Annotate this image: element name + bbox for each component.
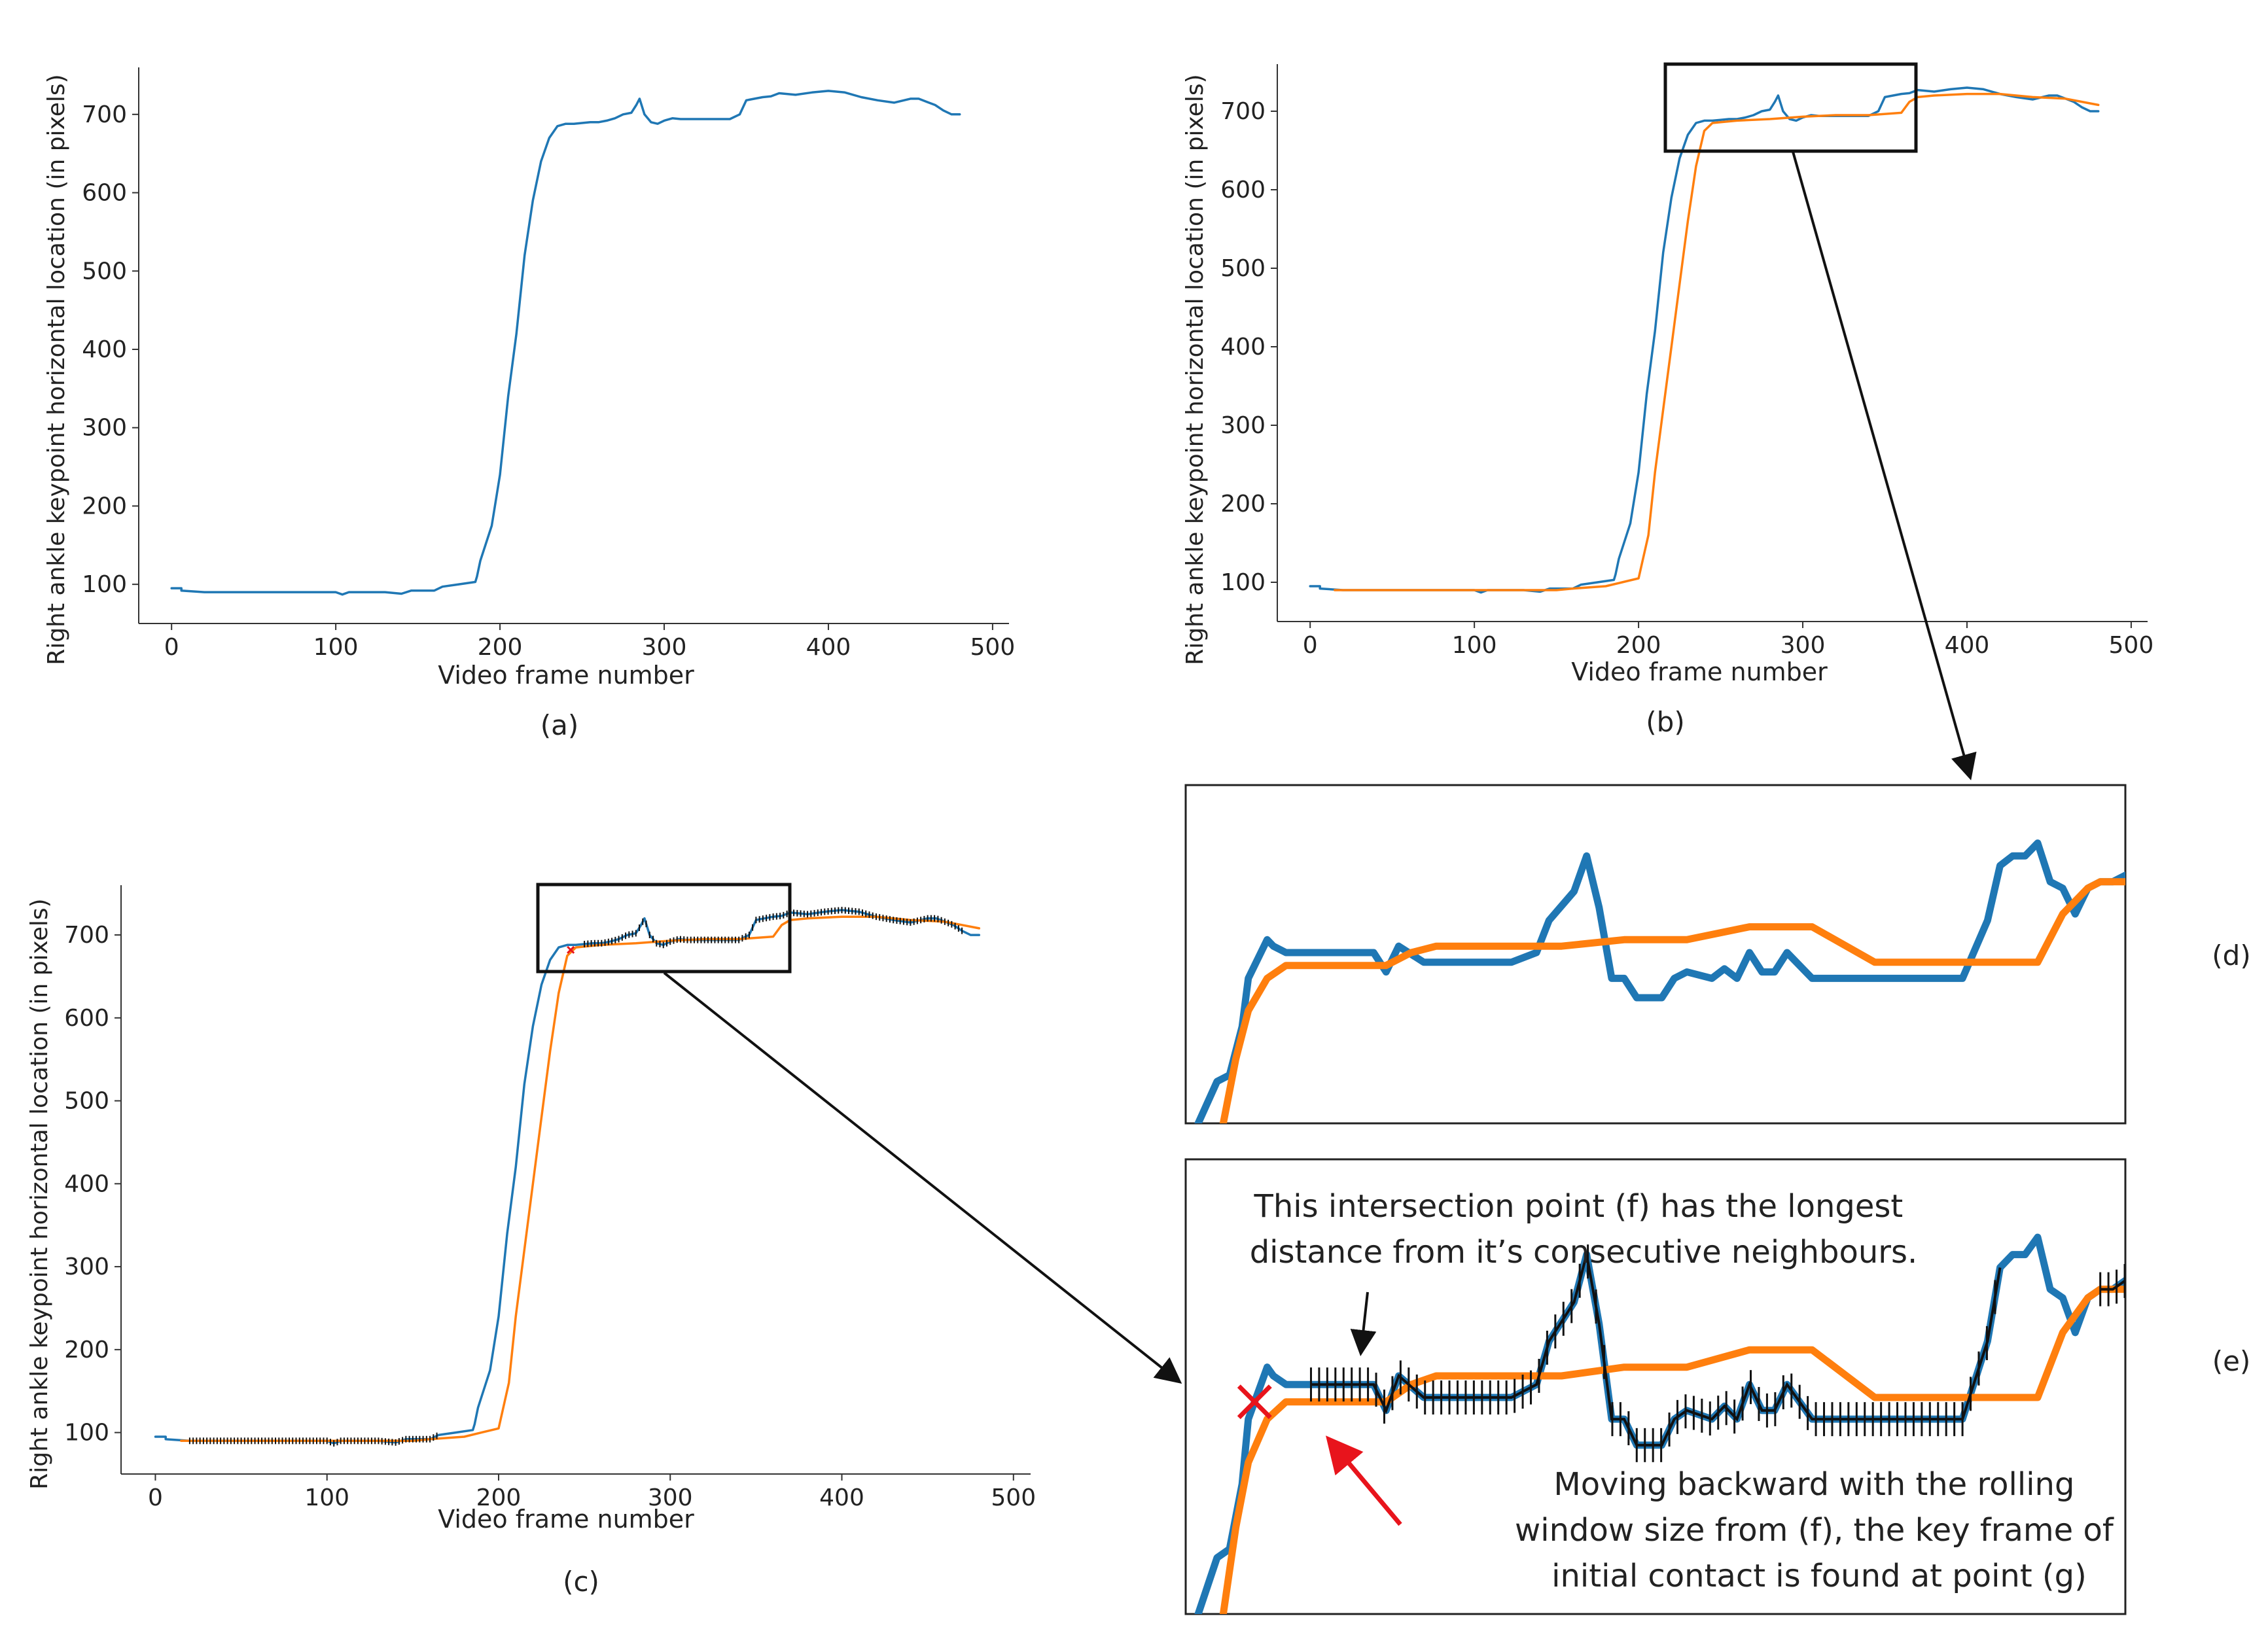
annotation-g-text: Moving backward with the rolling window …: [1515, 1466, 2123, 1594]
panel-d-series-smoothed-line: [1219, 878, 2125, 1123]
annotation-g-line-2: window size from (f), the key frame of: [1515, 1512, 2114, 1549]
x-tick-label: 300: [648, 1484, 693, 1511]
panel-b-xlabel: Video frame number: [1571, 658, 1828, 686]
panel-d-series-raw-line: [1194, 839, 2125, 1123]
panel-d-caption: (d): [2212, 939, 2250, 972]
y-tick-label: 700: [82, 101, 127, 128]
panel-b-series-smoothed-line: [1334, 92, 2100, 591]
y-tick-label: 400: [82, 336, 127, 363]
panel-d-frame: [1184, 784, 2127, 1125]
annotation-g-line-3: initial contact is found at point (g): [1551, 1558, 2087, 1594]
panel-e-frame: [1184, 1158, 2127, 1615]
intersection-band: [2100, 1279, 2125, 1291]
y-tick-label: 300: [64, 1254, 109, 1280]
annotation-f-line-1: This intersection point (f) has the long…: [1254, 1188, 1904, 1225]
panel-c-xlabel: Video frame number: [438, 1505, 694, 1534]
annotation-f-line-2: distance from it’s consecutive neighbour…: [1250, 1234, 1918, 1271]
panel-b-caption: (b): [1646, 706, 1684, 738]
panel-a-chart: 0 100 200 300 400 500 100 200 300 400 500 600 700 Ri…: [43, 67, 1015, 741]
panel-c-key-frame-marker: [567, 945, 575, 954]
annotation-g-arrow: [1325, 1435, 1402, 1526]
x-tick-label: 100: [1452, 632, 1497, 659]
x-tick-label: 400: [1945, 632, 1990, 659]
annotation-f-text: This intersection point (f) has the long…: [1250, 1188, 1918, 1271]
panel-c-chart: 0 100 200 300 400 500 100 200 300 400 500 600 700 Ri…: [26, 885, 1036, 1598]
y-tick-label: 100: [82, 571, 127, 598]
panel-a-plot: [170, 90, 961, 596]
zoom-arrow-c-to-e: [663, 972, 1182, 1384]
y-tick-label: 300: [82, 415, 127, 442]
panel-e-caption: (e): [2212, 1345, 2251, 1377]
y-tick-label: 600: [64, 1005, 109, 1032]
x-tick-label: 300: [1781, 632, 1826, 659]
key-frame-cross-stroke: [1237, 1384, 1272, 1420]
panel-c-ylabel: Right ankle keypoint horizontal location…: [26, 898, 53, 1489]
panel-e-zoom: (e) This intersection point (f) has the …: [1184, 1158, 2251, 1615]
panel-e-intersection-markers: [1309, 1244, 2125, 1462]
annotation-f-arrow: [1350, 1291, 1377, 1356]
x-tick-label: 400: [806, 634, 851, 661]
y-tick-label: 100: [1220, 569, 1266, 596]
x-tick-label: 500: [970, 634, 1016, 661]
x-tick-label: 100: [304, 1484, 349, 1511]
y-tick-label: 500: [82, 258, 127, 285]
y-tick-label: 500: [1220, 255, 1266, 282]
panel-d-zoom: (d): [1184, 784, 2251, 1125]
panel-b-plot: [1309, 86, 2100, 594]
panel-a-series-raw-line: [170, 90, 961, 596]
key-frame-cross-stroke: [567, 945, 575, 954]
y-tick-label: 200: [1220, 491, 1266, 518]
panel-c-plot: [154, 907, 981, 1447]
x-tick-label: 400: [819, 1484, 864, 1511]
panel-d-plot: [1194, 839, 2125, 1123]
y-tick-label: 300: [1220, 412, 1266, 439]
x-tick-label: 0: [148, 1484, 163, 1511]
annotation-g-line-1: Moving backward with the rolling: [1553, 1466, 2074, 1503]
panel-b-ylabel: Right ankle keypoint horizontal location…: [1182, 74, 1209, 665]
zoom-box-b: [1663, 62, 1918, 153]
panel-b-series-raw-line: [1309, 86, 2100, 594]
y-tick-label: 400: [64, 1170, 109, 1197]
x-tick-label: 0: [1303, 632, 1318, 659]
x-tick-label: 200: [478, 634, 523, 661]
panel-a-ylabel: Right ankle keypoint horizontal location…: [43, 74, 70, 665]
y-tick-label: 600: [1220, 177, 1266, 203]
x-tick-label: 500: [991, 1484, 1036, 1511]
panel-b-chart: 0 100 200 300 400 500 100 200 300 400 500 600 700 Ri…: [1182, 64, 2153, 738]
panel-c-intersection-markers: [188, 907, 963, 1447]
panel-a-xlabel: Video frame number: [438, 661, 694, 690]
panel-e-key-frame-marker: [1237, 1384, 1272, 1420]
panel-c-series-smoothed-line: [180, 915, 981, 1443]
x-tick-label: 500: [2109, 632, 2154, 659]
x-tick-label: 200: [476, 1484, 522, 1511]
y-tick-label: 600: [82, 180, 127, 207]
x-tick-label: 0: [164, 634, 179, 661]
y-tick-label: 500: [64, 1088, 109, 1115]
y-tick-label: 200: [82, 493, 127, 519]
x-tick-label: 200: [1616, 632, 1661, 659]
panel-c-series-raw-line: [154, 909, 981, 1445]
panel-e-plot: [1194, 1233, 2125, 1614]
intersection-band: [1311, 1254, 2002, 1447]
zoom-box-c: [536, 883, 792, 974]
x-tick-label: 300: [642, 634, 687, 661]
y-tick-label: 700: [1220, 98, 1266, 125]
y-tick-label: 400: [1220, 334, 1266, 360]
y-tick-label: 200: [64, 1337, 109, 1363]
y-tick-label: 700: [64, 922, 109, 949]
zoom-arrow-b-to-d: [1792, 151, 1977, 781]
x-tick-label: 100: [313, 634, 359, 661]
panel-e-series-smoothed-line: [1219, 1286, 2125, 1614]
panel-a-caption: (a): [540, 709, 579, 741]
y-tick-label: 100: [64, 1420, 109, 1447]
panel-c-caption: (c): [563, 1566, 599, 1598]
